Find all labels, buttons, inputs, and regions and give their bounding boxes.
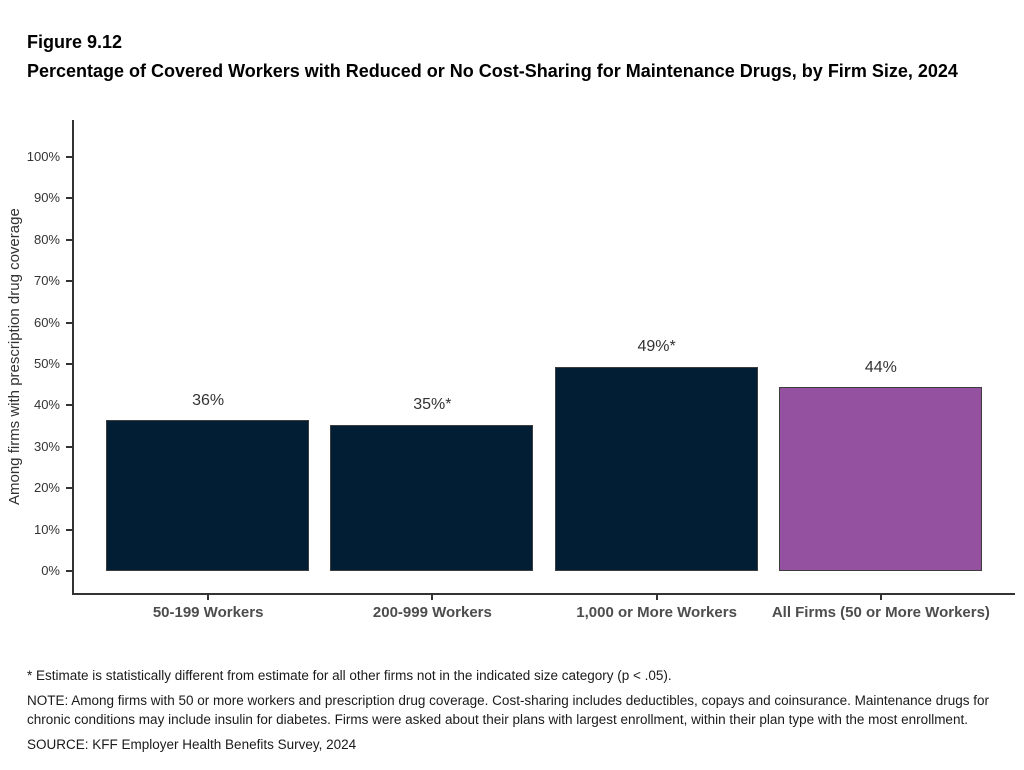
bar — [106, 420, 310, 572]
x-axis-tick — [879, 595, 882, 600]
x-axis-tick — [431, 595, 434, 600]
y-axis-tick — [66, 570, 72, 572]
y-axis-tick-label: 80% — [33, 231, 60, 247]
y-axis-tick-label: 30% — [33, 438, 60, 454]
figure-title: Percentage of Covered Workers with Reduc… — [27, 61, 958, 81]
footnotes: * Estimate is statistically different fr… — [27, 666, 1012, 760]
y-axis-tick-label: 90% — [33, 190, 60, 206]
bar-category-label: 1,000 or More Workers — [576, 604, 737, 621]
y-axis-tick-label: 100% — [26, 149, 60, 164]
x-axis-tick — [207, 595, 210, 600]
note-footnote: NOTE: Among firms with 50 or more worker… — [27, 693, 989, 727]
bar-value-label: 36% — [192, 391, 225, 409]
y-axis-tick-label: 20% — [33, 480, 60, 496]
y-axis-tick — [66, 156, 72, 158]
bar-value-label: 44% — [864, 358, 897, 376]
y-axis-tick — [66, 404, 72, 407]
y-axis-tick — [66, 280, 72, 283]
x-axis-tick — [655, 595, 658, 600]
y-axis-tick — [66, 197, 72, 200]
y-axis-tick-label: 0% — [41, 563, 60, 578]
bar-value-label: 49%* — [637, 338, 676, 356]
bar-value-label: 35%* — [413, 396, 452, 414]
bar — [330, 424, 534, 572]
bar — [778, 387, 982, 572]
y-axis-tick — [66, 487, 72, 490]
y-axis-tick — [66, 363, 72, 365]
y-axis-tick-label: 70% — [33, 273, 60, 289]
y-axis-tick — [66, 321, 72, 324]
y-axis-tick — [66, 238, 72, 241]
y-axis-tick — [66, 445, 72, 448]
bar-category-label: All Firms (50 or More Workers) — [771, 604, 990, 621]
bar — [554, 366, 758, 572]
bar-category-label: 50-199 Workers — [152, 604, 264, 621]
source-footnote: SOURCE: KFF Employer Health Benefits Sur… — [27, 737, 357, 752]
title-block: Figure 9.12 Percentage of Covered Worker… — [27, 28, 987, 87]
plot-area: 0% 10% 20% 30% 40% 50% 60% 70% 80% 90% 100% 36% 35%*… — [27, 120, 1015, 595]
y-axis-tick-label: 40% — [33, 397, 60, 413]
y-axis-tick-label: 50% — [33, 356, 60, 371]
figure-number: Figure 9.12 — [27, 32, 123, 52]
y-axis-tick — [66, 528, 72, 531]
bar-category-label: 200-999 Workers — [372, 604, 492, 621]
y-axis-tick-label: 10% — [33, 521, 60, 537]
bar-chart: Among firms with prescription drug cover… — [6, 120, 1015, 621]
asterisk-footnote: * Estimate is statistically different fr… — [27, 668, 672, 683]
y-axis-tick-label: 60% — [33, 314, 60, 330]
